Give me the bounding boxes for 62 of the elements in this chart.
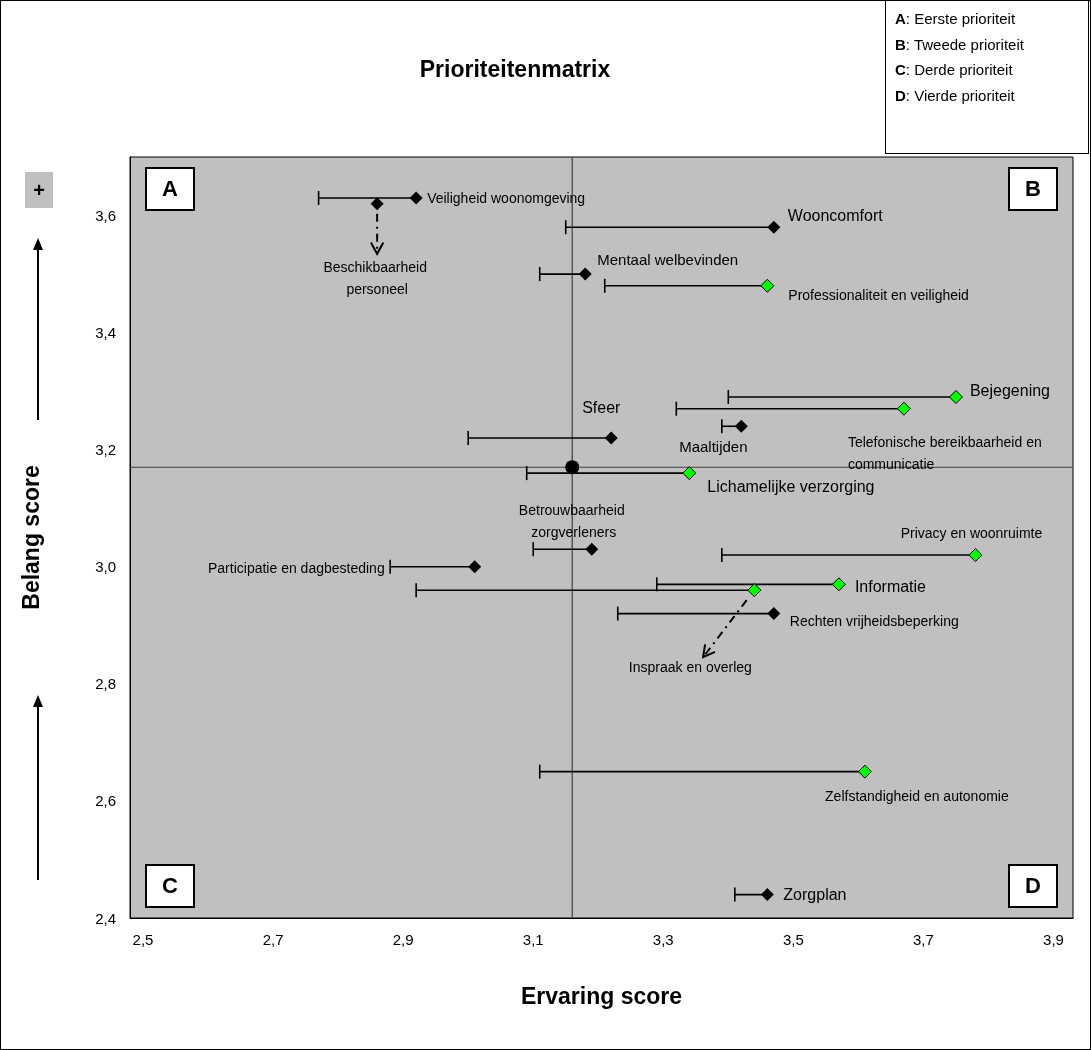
annotation: Sfeer: [582, 399, 622, 417]
annotation: Bejegening: [969, 381, 1051, 399]
annotation: A: [145, 167, 195, 211]
text: +: [25, 172, 53, 208]
text: D: Vierde prioriteit: [895, 86, 1016, 106]
y-tick-label: 2,6: [95, 792, 116, 810]
annotation: Professionaliteit en veiligheid: [788, 286, 969, 303]
annotation: Beschikbaarheid personeel: [323, 258, 431, 297]
annotation: Wooncomfort: [787, 206, 884, 224]
x-tick-label: 3,9: [1043, 931, 1064, 948]
chart-title: Prioriteitenmatrix: [419, 55, 611, 82]
point: [565, 460, 580, 475]
annotation: Rechten vrijheidsbeperking: [789, 612, 959, 629]
annotation: Inspraak en overleg: [628, 659, 752, 676]
y-tick-label: 3,0: [95, 558, 116, 576]
y-tick-label: 3,6: [95, 207, 116, 225]
y-tick-label: 3,4: [95, 324, 116, 342]
point: [767, 607, 781, 621]
point: [831, 577, 846, 592]
point: [682, 466, 697, 481]
annotation: Mentaal welbevinden: [597, 250, 739, 268]
x-tick-label: 3,3: [652, 931, 674, 948]
point: [409, 191, 423, 205]
text: C: Derde prioriteit: [895, 61, 1014, 80]
point: [747, 583, 762, 598]
point: [370, 197, 384, 211]
annotation: Zorgplan: [783, 886, 847, 904]
annotation: Lichamelijke verzorging: [707, 477, 875, 495]
annotation: B: [1008, 167, 1058, 211]
text: A: Eerste prioriteit: [895, 10, 1017, 29]
annotation: Zelfstandigheid en autonomie: [825, 787, 1009, 804]
x-tick-label: 3,1: [522, 931, 544, 948]
y-axis-title: Belang score: [17, 465, 44, 610]
point: [468, 560, 482, 574]
x-tick-label: 3,7: [912, 931, 934, 948]
x-tick-label: 3,5: [782, 931, 804, 948]
point: [948, 390, 963, 405]
point: [604, 431, 618, 445]
annotation: Participatie en dagbesteding: [208, 559, 385, 576]
point: [857, 764, 872, 779]
point: [760, 888, 774, 902]
y-tick-label: 2,8: [95, 675, 116, 693]
annotation: Privacy en woonruimte: [900, 525, 1043, 542]
point: [968, 548, 983, 563]
point: [760, 278, 775, 293]
point: [767, 220, 781, 234]
y-tick-label: 3,2: [95, 441, 116, 459]
y-tick-label: 2,4: [95, 909, 116, 927]
point: [585, 542, 599, 556]
point: [896, 401, 911, 416]
x-axis-title: Ervaring score: [520, 982, 683, 1009]
annotation: C: [145, 864, 195, 908]
x-tick-label: 2,5: [132, 931, 154, 948]
annotation: Maaltijden: [679, 437, 748, 455]
point: [734, 419, 748, 433]
text: B: Tweede prioriteit: [895, 35, 1025, 55]
x-tick-label: 2,7: [262, 931, 284, 948]
annotation: Telefonische bereikbaarheid en communicatie: [847, 433, 1046, 472]
annotation: Informatie: [854, 577, 927, 595]
point: [578, 267, 592, 281]
annotation: D: [1008, 864, 1058, 908]
x-tick-label: 2,9: [392, 931, 414, 948]
